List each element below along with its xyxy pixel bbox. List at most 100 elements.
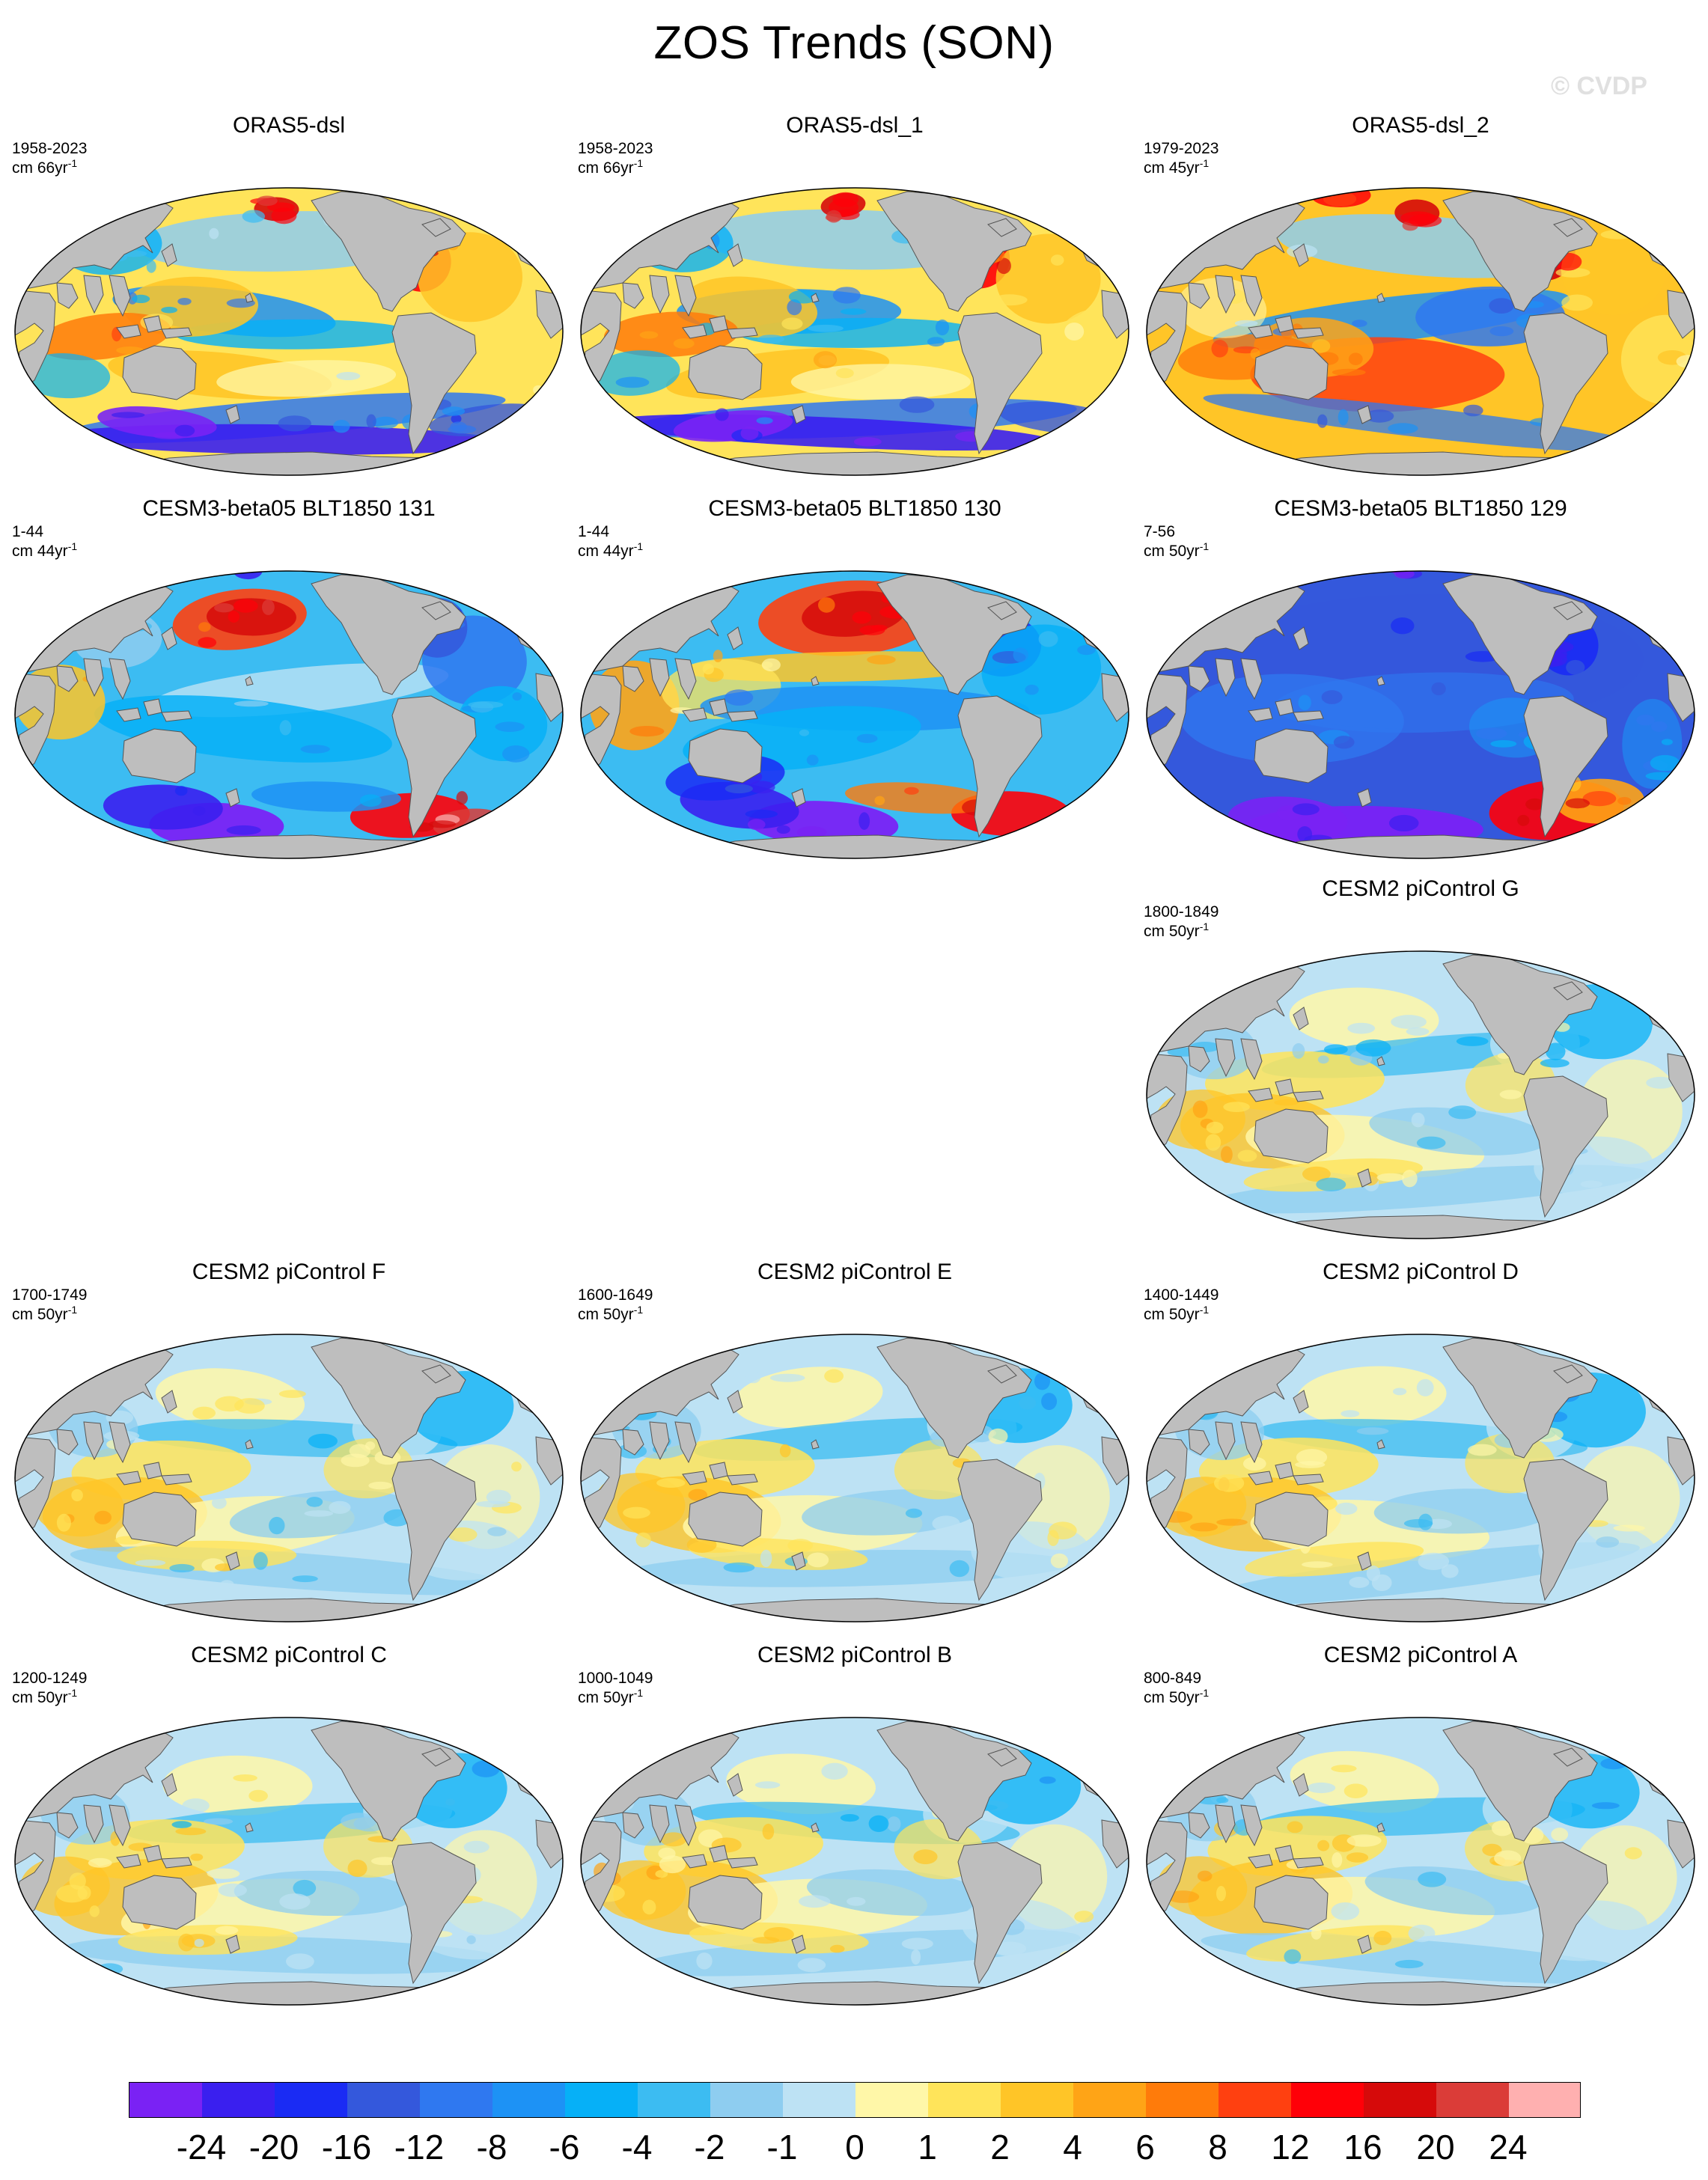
land-mass <box>649 1421 670 1461</box>
ocean-field <box>15 571 563 858</box>
land-mass <box>1293 1773 1309 1797</box>
panel-title: ORAS5-dsl_2 <box>1352 113 1489 138</box>
colorbar-tick-label: -8 <box>476 2128 507 2167</box>
land-mass <box>56 1429 79 1456</box>
panel-period: 1700-1749 <box>12 1286 88 1304</box>
land-mass <box>1215 1038 1236 1078</box>
land-mass <box>682 707 707 722</box>
panel-info: 1-44 cm 44yr-1 <box>578 522 643 561</box>
colorbar-tick-label: 4 <box>1063 2128 1082 2167</box>
land-mass <box>987 601 1017 620</box>
panel-title: CESM2 piControl E <box>757 1260 953 1284</box>
colorbar-swatch <box>202 2083 275 2117</box>
panel-units: cm 50yr-1 <box>1144 1304 1219 1325</box>
panel-info: 1800-1849 cm 50yr-1 <box>1144 903 1219 941</box>
panel-period: 7-56 <box>1144 523 1176 540</box>
panel-period: 1958-2023 <box>12 140 88 157</box>
land-mass <box>649 1804 670 1844</box>
land-mass <box>1553 1747 1583 1767</box>
colorbar-swatch <box>1073 2083 1147 2117</box>
colorbar-tick-label: 1 <box>918 2128 937 2167</box>
land-mass <box>1254 728 1329 784</box>
land-mass <box>811 676 820 686</box>
map-border <box>1146 1717 1695 2006</box>
land-mass <box>225 405 240 424</box>
panel-units: cm 50yr-1 <box>1144 1688 1209 1708</box>
world-map <box>1146 950 1695 1239</box>
land-mass <box>83 658 104 697</box>
world-map <box>580 187 1129 476</box>
land-mass <box>1240 1804 1263 1847</box>
ocean-field <box>581 571 1129 858</box>
land-mass <box>1248 1087 1273 1102</box>
land-mass <box>682 1471 707 1486</box>
land-mass <box>1357 405 1372 424</box>
land-mass <box>465 188 519 225</box>
colorbar-swatch <box>1001 2083 1074 2117</box>
map-panel: ORAS5-dsl_2 1979-2023 cm 45yr-1 <box>1144 111 1698 485</box>
land-mass <box>116 1854 141 1869</box>
land-mass <box>1523 1459 1608 1602</box>
units-prefix: cm 50yr <box>578 1306 634 1323</box>
land-mass <box>161 1474 192 1486</box>
panel-units: cm 50yr-1 <box>12 1688 87 1708</box>
land-mass <box>1188 1812 1210 1839</box>
colorbar-swatch <box>855 2083 929 2117</box>
land-mass <box>682 324 707 339</box>
units-prefix: cm 45yr <box>1144 159 1200 177</box>
colorbar-tick-label: 20 <box>1416 2128 1455 2167</box>
land-mass <box>1293 1857 1324 1869</box>
units-exp: -1 <box>633 1304 644 1316</box>
land-mass <box>122 728 197 784</box>
land-mass <box>876 1721 1032 1842</box>
world-map <box>1146 570 1695 859</box>
panel-period: 1979-2023 <box>1144 140 1219 157</box>
land-mass <box>1553 601 1583 620</box>
ocean-field <box>15 1718 563 2005</box>
map-panel: CESM3-beta05 BLT1850 129 7-56 cm 50yr-1 <box>1144 494 1698 868</box>
world-map <box>14 1334 564 1622</box>
panel-units: cm 50yr-1 <box>578 1304 653 1325</box>
panel-period: 1000-1049 <box>578 1670 653 1687</box>
land-mass <box>1188 665 1210 692</box>
colorbar-tick-label: -16 <box>321 2128 372 2167</box>
units-prefix: cm 50yr <box>1144 923 1200 940</box>
ocean-field <box>581 1334 1129 1622</box>
land-mass <box>674 1804 697 1847</box>
land-mass <box>225 1935 240 1954</box>
land-mass <box>674 275 697 317</box>
map-panel: CESM2 piControl F 1700-1749 cm 50yr-1 <box>12 1257 566 1631</box>
panel-title: CESM3-beta05 BLT1850 130 <box>708 496 1001 521</box>
land-mass <box>957 695 1043 838</box>
land-mass <box>1596 571 1650 608</box>
panel-title: CESM2 piControl F <box>192 1260 386 1284</box>
land-mass <box>311 1721 466 1842</box>
land-mass <box>811 1822 820 1833</box>
land-mass <box>791 788 806 807</box>
figure-title: ZOS Trends (SON) <box>653 17 1055 69</box>
land-mass <box>1031 571 1085 608</box>
map-panel: ORAS5-dsl 1958-2023 cm 66yr-1 <box>12 111 566 485</box>
colorbar <box>129 2082 1581 2119</box>
map-panel: CESM2 piControl B 1000-1049 cm 50yr-1 <box>578 1640 1132 2015</box>
land-mass <box>682 1854 707 1869</box>
panel-period: 1600-1649 <box>578 1286 653 1304</box>
map-border <box>580 1717 1129 2006</box>
land-mass <box>161 1773 177 1797</box>
land-mass <box>727 1773 743 1797</box>
land-mass <box>1240 1421 1263 1464</box>
colorbar-swatch <box>710 2083 784 2117</box>
ocean-field <box>15 1334 563 1622</box>
colorbar-swatch <box>1509 2083 1580 2117</box>
world-map <box>14 1717 564 2006</box>
land-mass <box>161 1390 177 1414</box>
units-prefix: cm 66yr <box>12 159 68 177</box>
world-map <box>580 1717 1129 2006</box>
land-mass <box>1188 282 1210 309</box>
land-mass <box>1240 1038 1263 1081</box>
land-mass <box>1596 951 1650 989</box>
land-mass <box>1215 1804 1236 1844</box>
map-border <box>14 1717 564 2006</box>
land-mass <box>122 345 197 400</box>
land-mass <box>1357 1168 1372 1188</box>
